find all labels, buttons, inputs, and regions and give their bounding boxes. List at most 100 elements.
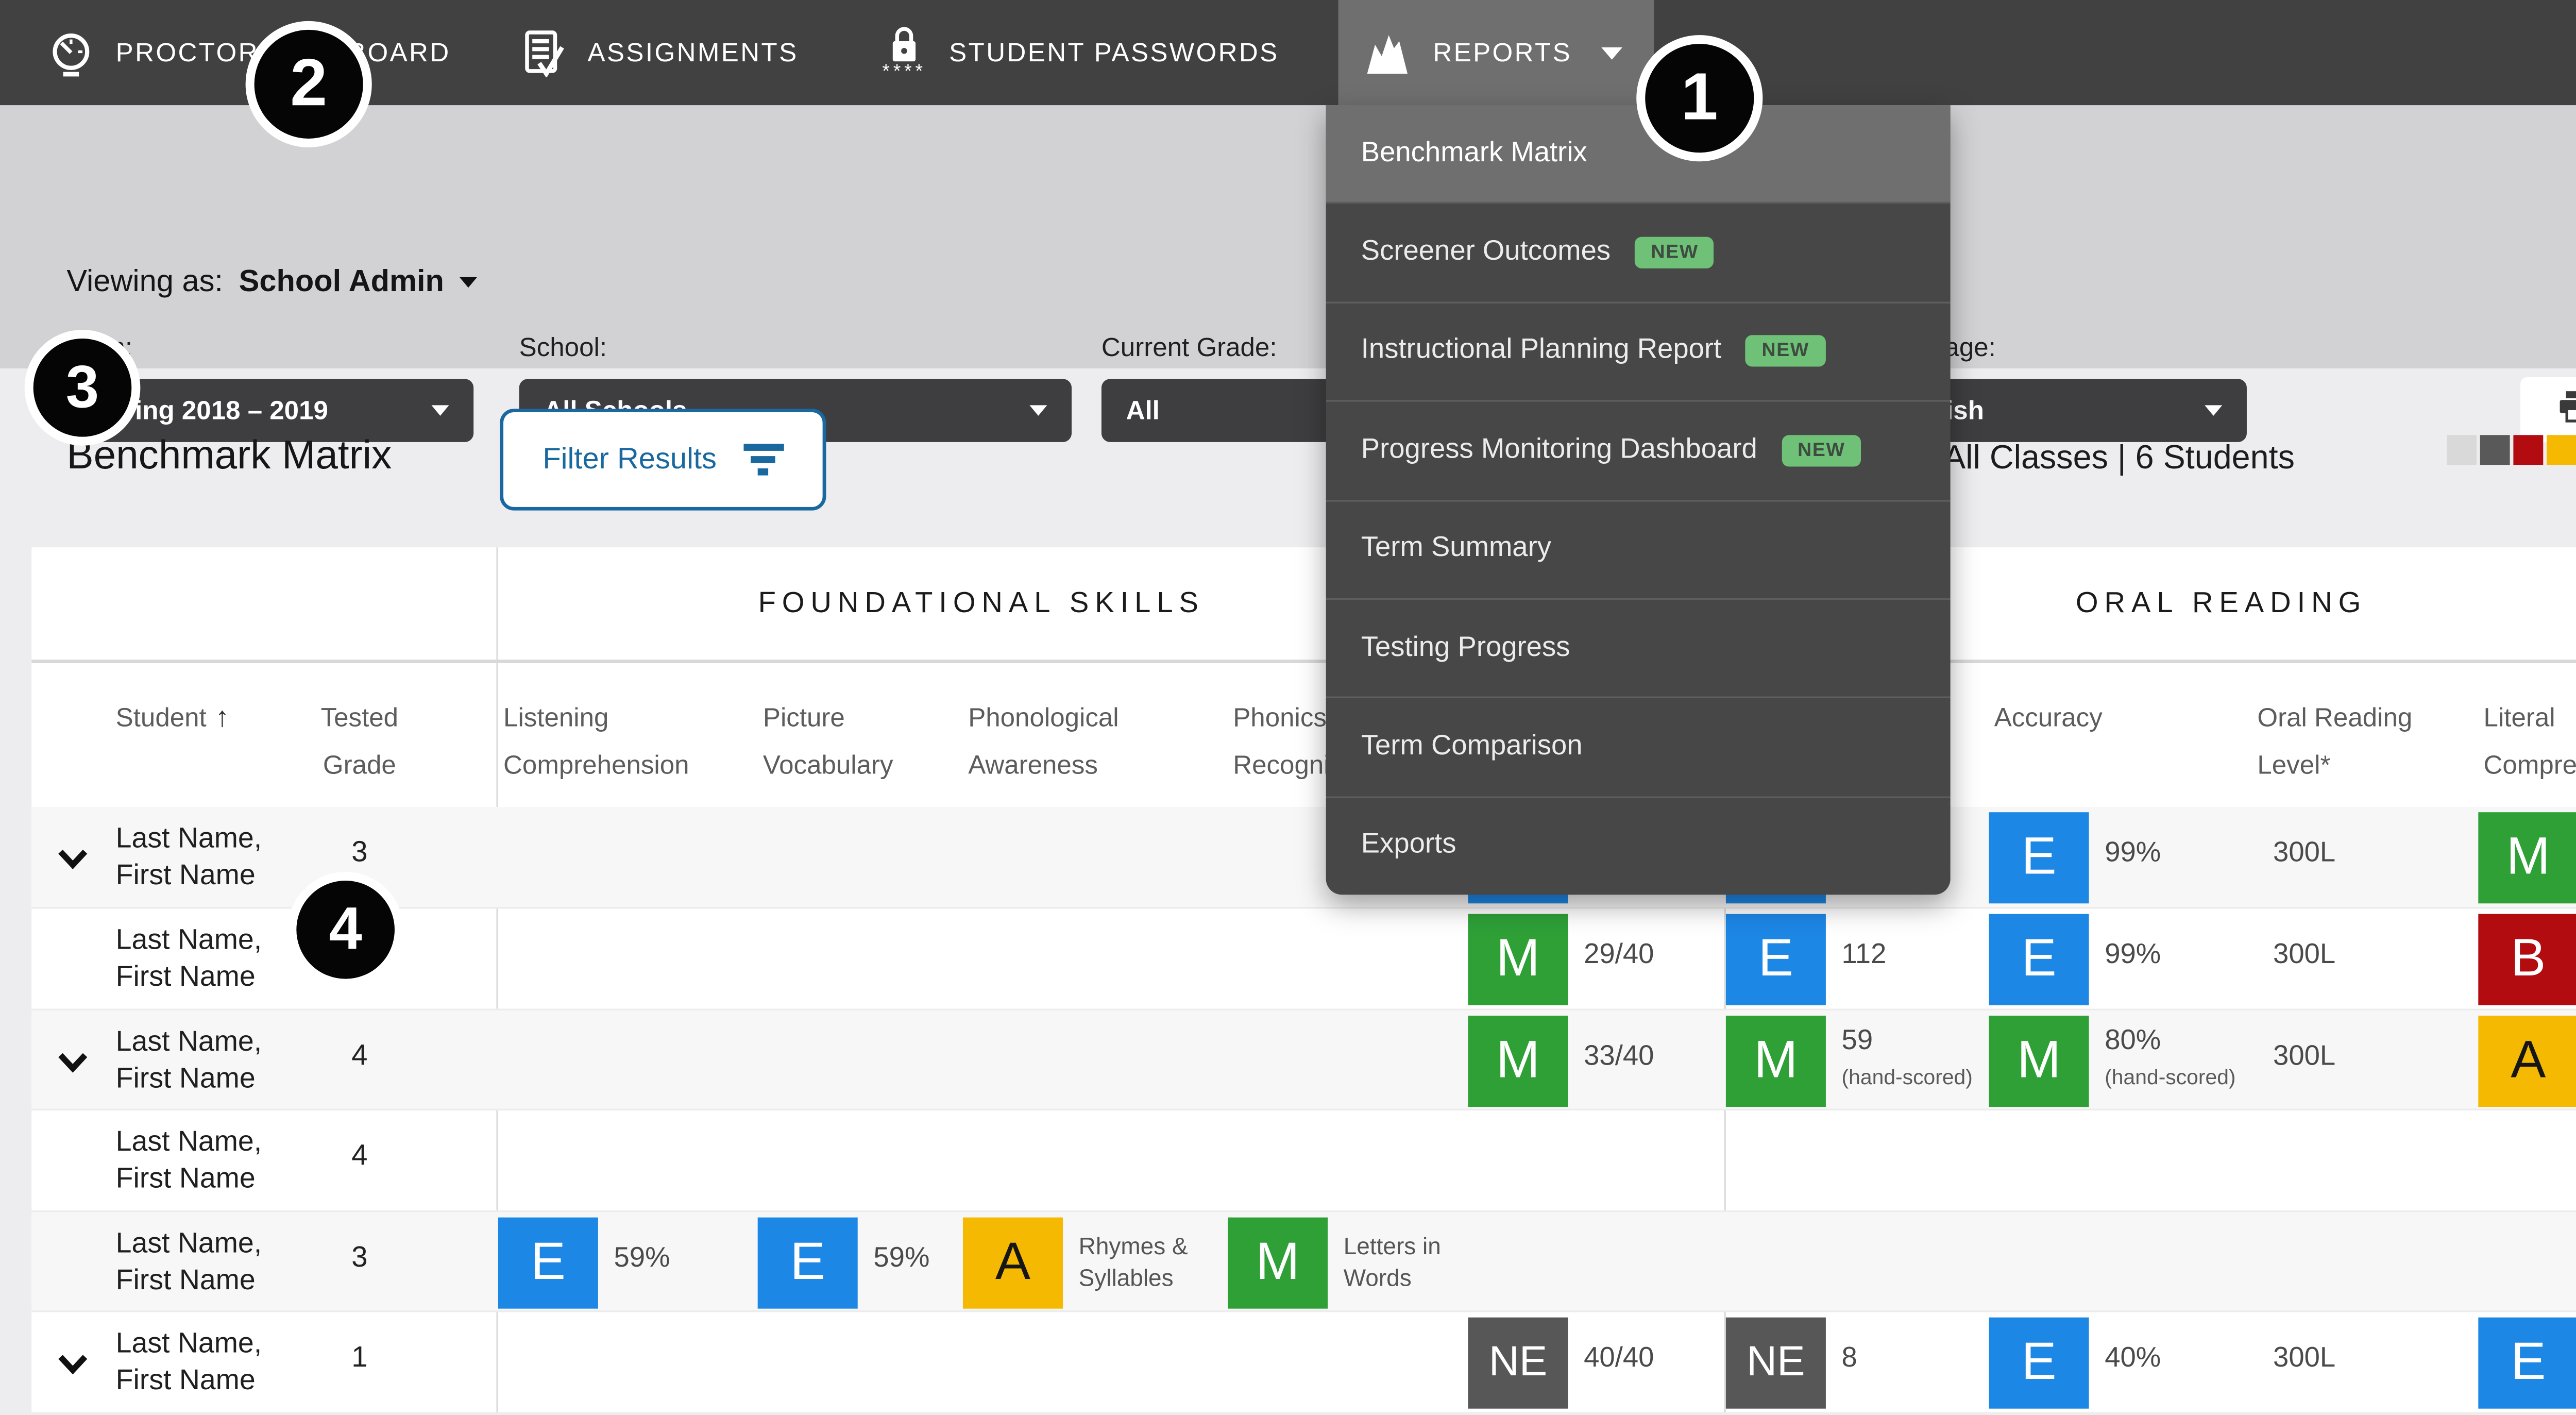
printer-icon <box>2556 389 2576 431</box>
menu-item-term-summary[interactable]: Term Summary <box>1326 499 1951 598</box>
oral-reading-level-value: 300L <box>2273 838 2336 869</box>
new-badge: NEW <box>1782 434 1861 466</box>
assignments-icon <box>524 29 565 77</box>
score-badge: NE <box>1468 1317 1568 1409</box>
oral-reading-level-value: 300L <box>2273 1042 2336 1072</box>
nav-label: STUDENT PASSWORDS <box>949 38 1279 68</box>
group-oral-reading: ORAL READING <box>2075 587 2367 619</box>
student-name[interactable]: Last Name, First Name <box>115 1025 262 1094</box>
filter-icon <box>743 444 784 475</box>
expand-row-chevron-icon[interactable] <box>56 847 90 879</box>
menu-item-benchmark-matrix[interactable]: Benchmark Matrix <box>1326 105 1951 203</box>
filter-bar: Viewing as: School Admin Term: School: C… <box>0 105 2576 442</box>
menu-item-term-comparison[interactable]: Term Comparison <box>1326 697 1951 796</box>
column-divider <box>496 547 498 1414</box>
student-name[interactable]: Last Name, First Name <box>115 923 262 992</box>
tested-grade-value: 3 <box>351 1242 368 1274</box>
viewing-as-value: School Admin <box>239 263 444 298</box>
tested-grade-value: 1 <box>351 1342 368 1374</box>
nav-item-student-passwords[interactable]: **** STUDENT PASSWORDS <box>882 0 1279 105</box>
chevron-down-icon <box>431 405 449 416</box>
new-badge: NEW <box>1635 237 1715 269</box>
reports-dropdown-menu: Benchmark Matrix Screener Outcomes NEW I… <box>1326 105 1951 895</box>
viewing-as-selector[interactable]: Viewing as: School Admin <box>66 263 478 300</box>
score-badge: NE <box>1725 1317 1826 1409</box>
expand-row-chevron-icon[interactable] <box>56 1353 90 1384</box>
tested-grade-value: 3 <box>351 836 368 869</box>
score-badge: M <box>1468 1016 1568 1107</box>
table-row: Last Name, First Name M 29/40 E 112 E 99%… <box>31 908 2576 1010</box>
score-value: 40/40 <box>1584 1343 1654 1374</box>
page-title: Benchmark Matrix <box>66 431 392 477</box>
callout-circle-3: 3 <box>24 330 141 446</box>
score-badge: E <box>1989 812 2089 904</box>
menu-item-screener-outcomes[interactable]: Screener Outcomes NEW <box>1326 202 1951 301</box>
score-value: Rhymes & Syllables <box>1078 1233 1188 1290</box>
column-header-accuracy: Accuracy <box>1994 703 2103 734</box>
score-badge: A <box>2478 1016 2576 1107</box>
menu-item-testing-progress[interactable]: Testing Progress <box>1326 598 1951 697</box>
benchmark-matrix-table: FOUNDATIONAL SKILLS ORAL READING Student… <box>31 547 2576 1414</box>
column-header-listening-comprehension: Listening Comprehension <box>503 703 689 781</box>
tested-grade-value: 4 <box>351 1140 368 1172</box>
score-badge: M <box>1468 914 1568 1005</box>
score-value: 59% <box>614 1243 670 1274</box>
group-foundational-skills: FOUNDATIONAL SKILLS <box>758 587 1205 619</box>
tested-grade-value: 4 <box>351 1040 368 1072</box>
legend-swatch-red <box>2513 435 2544 465</box>
column-header-phonological-awareness: Phonological Awareness <box>968 703 1119 781</box>
score-badge: E <box>1989 1317 2089 1409</box>
student-name[interactable]: Last Name, First Name <box>115 1125 262 1194</box>
student-name[interactable]: Last Name, First Name <box>115 821 262 890</box>
score-value: 33/40 <box>1584 1042 1654 1072</box>
column-header-student[interactable]: Student ↑ <box>116 695 229 742</box>
nav-item-reports[interactable]: REPORTS <box>1365 0 1623 105</box>
score-badge: M <box>1725 1016 1826 1107</box>
table-row: Last Name, First Name 3 E 99% 300L M <box>31 806 2576 909</box>
score-badge: E <box>498 1217 598 1309</box>
viewing-as-label: Viewing as: <box>66 263 223 298</box>
accuracy-value: 40% <box>2105 1343 2161 1374</box>
column-header-tested-grade: Tested Grade <box>320 703 399 781</box>
score-badge: E <box>1989 914 2089 1005</box>
class-student-summary: All Classes | 6 Students <box>1943 440 2295 477</box>
legend-swatch-lightgray <box>2447 435 2477 465</box>
score-badge: E <box>2478 1317 2576 1409</box>
menu-item-exports[interactable]: Exports <box>1326 796 1951 895</box>
nav-label: REPORTS <box>1433 38 1572 68</box>
accuracy-value: 80% (hand-scored) <box>2105 1026 2236 1090</box>
score-badge: E <box>757 1217 858 1309</box>
chevron-down-icon <box>1029 405 1047 416</box>
menu-item-instructional-planning-report[interactable]: Instructional Planning Report NEW <box>1326 301 1951 400</box>
student-name[interactable]: Last Name, First Name <box>115 1227 262 1296</box>
callout-circle-1: 1 <box>1636 35 1763 162</box>
chevron-down-icon <box>2205 405 2223 416</box>
expand-row-chevron-icon[interactable] <box>56 1051 90 1082</box>
password-stars: **** <box>882 61 926 83</box>
score-value: 8 <box>1841 1343 1857 1374</box>
score-color-legend[interactable] <box>2447 435 2576 465</box>
legend-swatch-yellow <box>2547 435 2576 465</box>
score-badge: M <box>1228 1217 1328 1309</box>
group-divider <box>1724 547 1726 1414</box>
new-badge: NEW <box>1745 335 1825 367</box>
table-row: Last Name, First Name 4 <box>31 1110 2576 1212</box>
chevron-down-icon <box>1602 46 1623 59</box>
callout-circle-2: 2 <box>245 21 372 147</box>
nav-item-assignments[interactable]: ASSIGNMENTS <box>524 0 799 105</box>
score-badge: B <box>2478 914 2576 1005</box>
school-label: School: <box>519 333 607 363</box>
callout-circle-4: 4 <box>287 871 403 988</box>
score-badge: E <box>1725 914 1826 1005</box>
print-button[interactable]: Print <box>2520 377 2576 442</box>
filter-results-button[interactable]: Filter Results <box>500 409 826 511</box>
column-header-literal-comprehension: LiteralComprehension <box>2483 703 2576 781</box>
score-value: 112 <box>1841 940 1887 970</box>
score-badge: M <box>2478 812 2576 904</box>
menu-item-progress-monitoring-dashboard[interactable]: Progress Monitoring Dashboard NEW <box>1326 400 1951 499</box>
table-row: Last Name, First Name 4 M 33/40 M 59 (hand… <box>31 1010 2576 1110</box>
student-name[interactable]: Last Name, First Name <box>115 1327 262 1396</box>
table-row: Last Name, First Name 3 E 59% E 59% A Rhy… <box>31 1212 2576 1312</box>
top-navbar: PROCTOR DASHBOARD ASSIGNMENTS <box>0 0 2576 106</box>
